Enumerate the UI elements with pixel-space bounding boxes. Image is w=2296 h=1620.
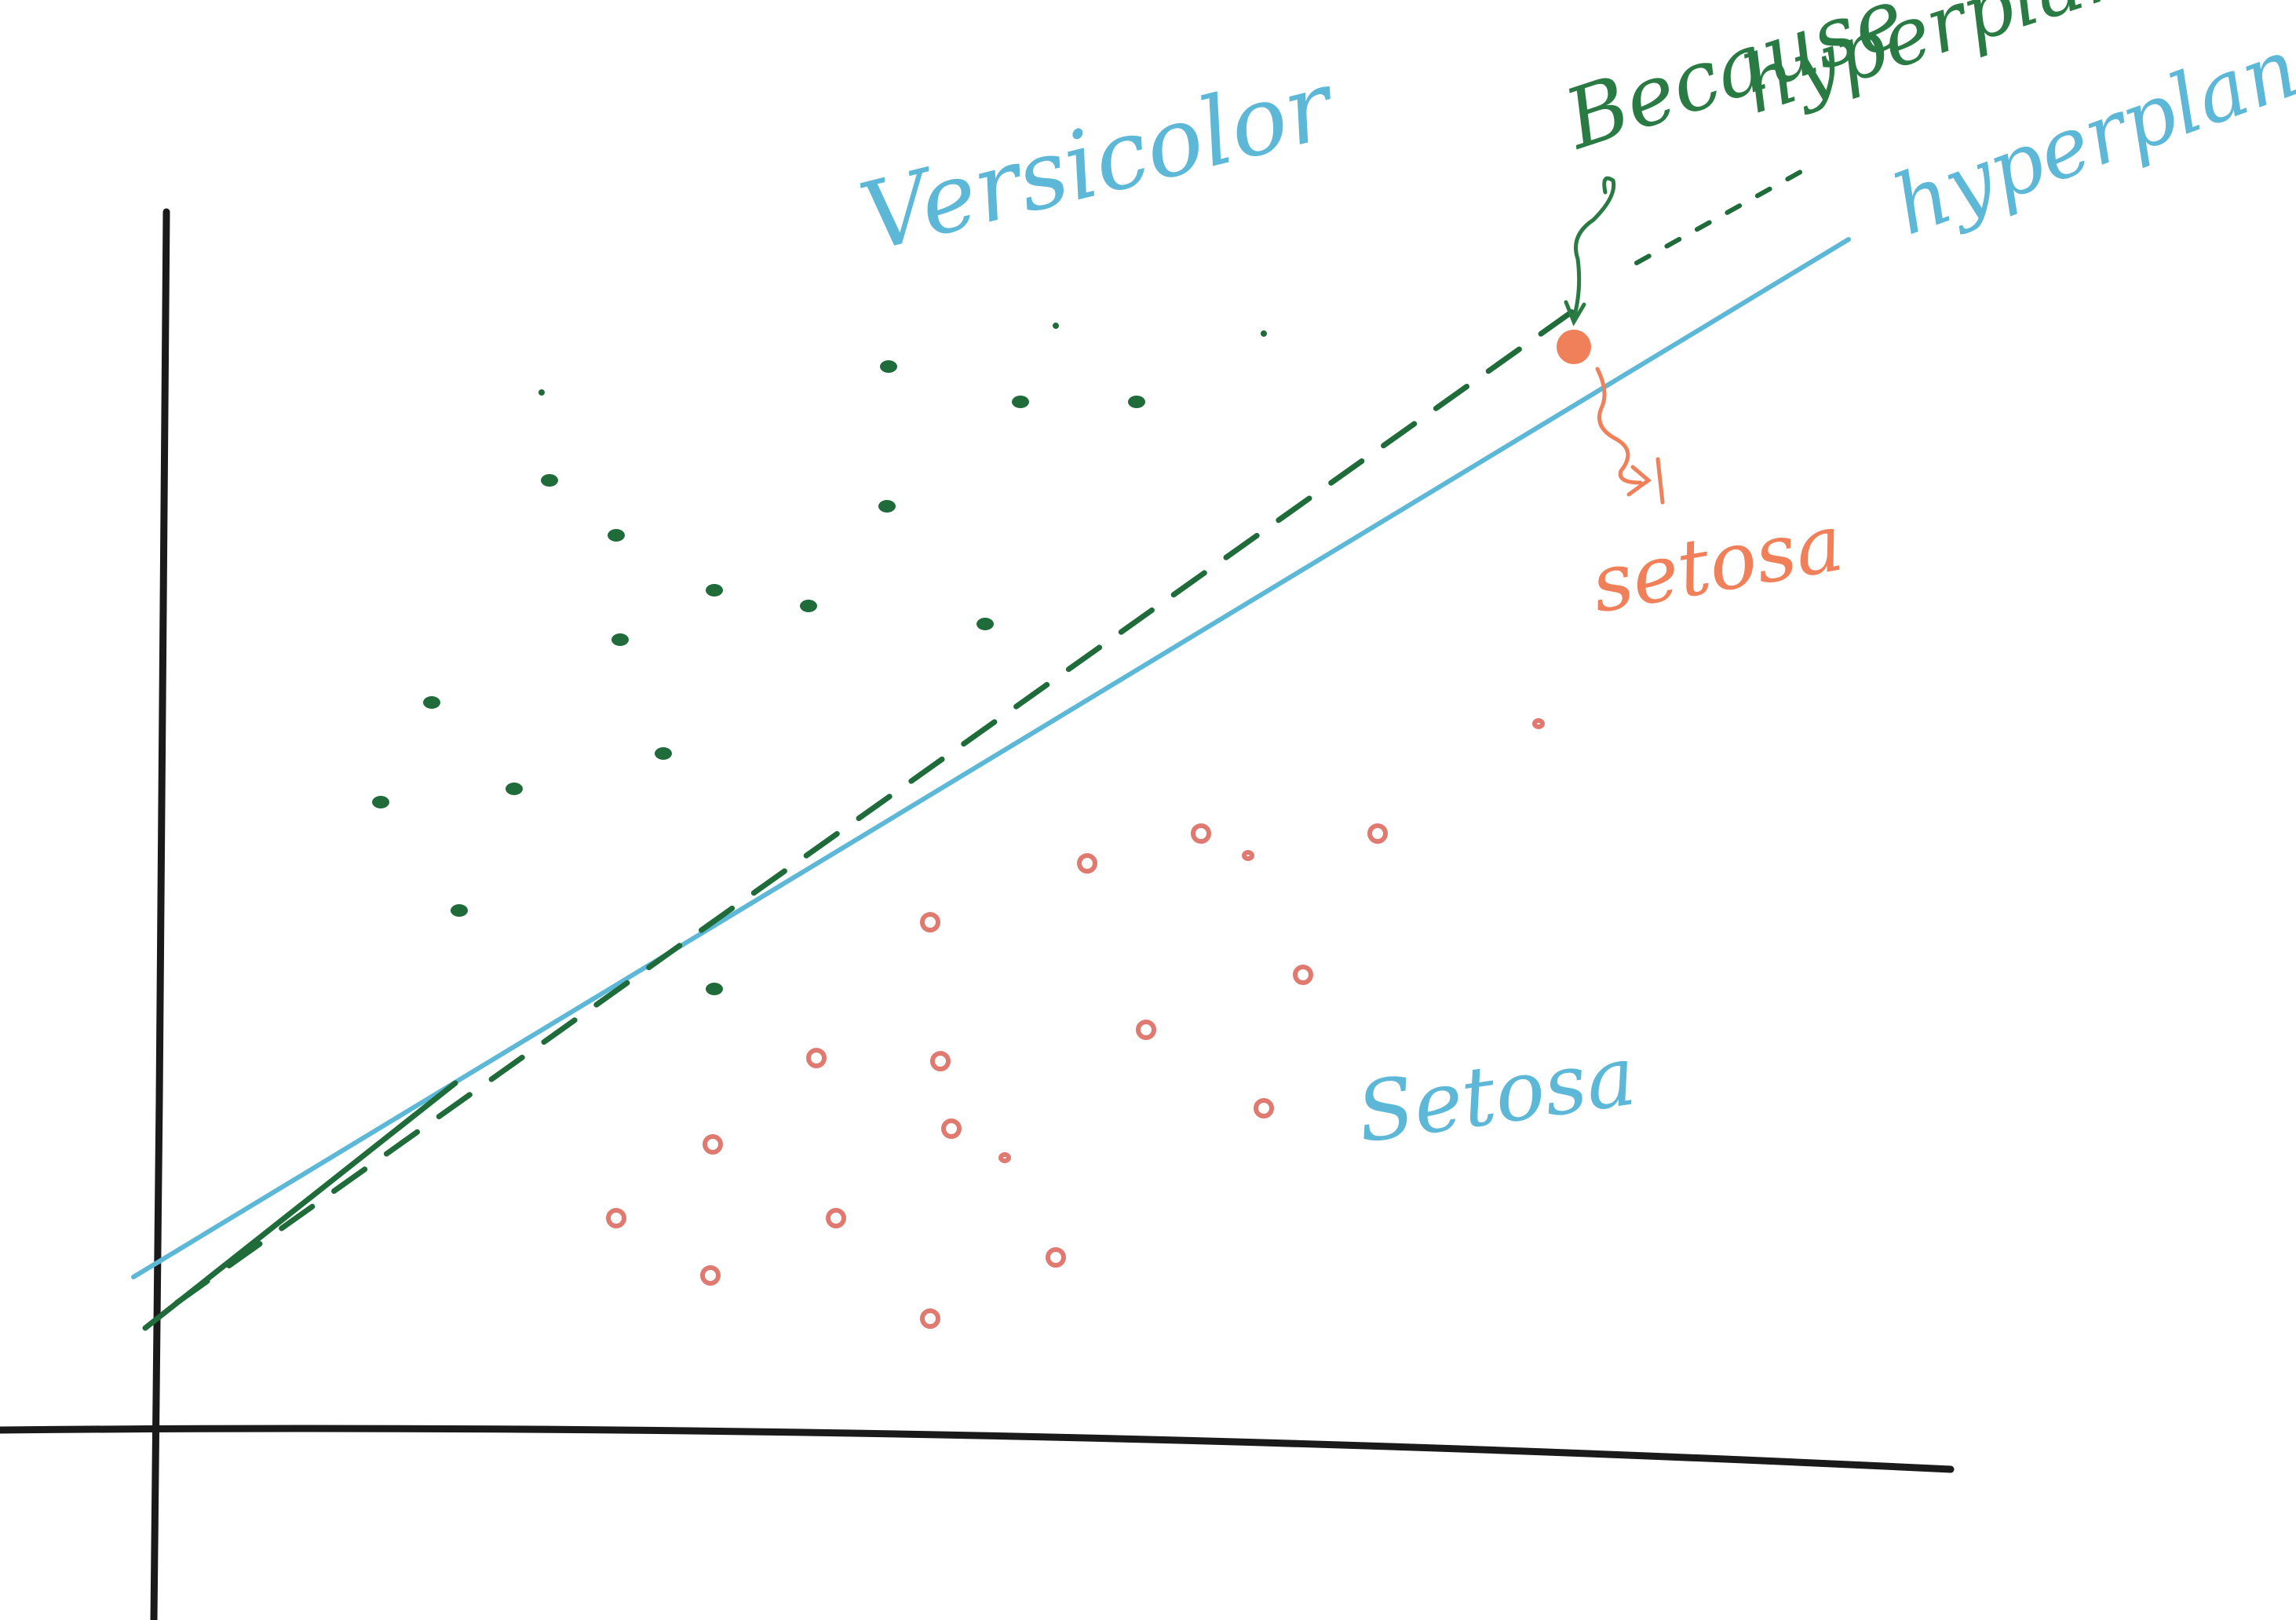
versicolor-point <box>880 360 897 373</box>
versicolor-point <box>706 983 723 995</box>
annotation-arrow-orange <box>1595 367 1643 485</box>
setosa-point <box>826 1208 846 1228</box>
setosa-point-label: setosa <box>1585 497 1849 631</box>
versicolor-point <box>655 747 672 760</box>
versicolor-point <box>1128 396 1145 408</box>
setosa-point <box>1191 823 1211 844</box>
setosa-point <box>1077 853 1097 874</box>
versicolor-point <box>538 389 545 396</box>
versicolor-point <box>541 474 558 487</box>
setosa-point <box>1136 1020 1156 1040</box>
setosa-points <box>606 718 1545 1329</box>
highlighted-setosa-point <box>1557 330 1591 364</box>
setosa-point <box>1367 823 1388 844</box>
setosa-point <box>1242 850 1254 861</box>
versicolor-point <box>372 796 389 808</box>
setosa-point <box>1254 1098 1274 1118</box>
y-axis <box>150 208 170 1620</box>
versicolor-label: Versicolor <box>850 50 1347 273</box>
annotation-arrowhead-orange <box>1626 457 1665 505</box>
hyperplane-line <box>131 237 1851 1279</box>
versicolor-point <box>451 904 468 917</box>
versicolor-point <box>800 600 817 612</box>
setosa-point <box>806 1048 827 1068</box>
versicolor-point <box>1012 396 1029 408</box>
margin-solid-segment <box>142 1080 458 1331</box>
versicolor-point <box>423 696 440 709</box>
setosa-point <box>700 1265 721 1286</box>
setosa-point <box>606 1208 626 1228</box>
versicolor-point <box>608 529 625 542</box>
versicolor-point <box>706 584 723 597</box>
setosa-point <box>920 1308 940 1329</box>
versicolor-point <box>878 500 896 513</box>
setosa-point <box>1046 1247 1066 1268</box>
setosa-region-label: Setosa <box>1352 1027 1641 1161</box>
margin-dotted-extension <box>1634 162 1816 265</box>
versicolor-point <box>506 783 523 795</box>
annotation-arrowhead-green <box>1564 300 1586 327</box>
setosa-point <box>920 912 940 932</box>
versicolor-point <box>976 618 994 630</box>
versicolor-point <box>1261 330 1267 337</box>
setosa-point <box>703 1134 723 1155</box>
setosa-point <box>1532 718 1545 729</box>
annotation-arrow-green <box>1571 176 1616 320</box>
setosa-point <box>930 1051 951 1071</box>
versicolor-point <box>1053 323 1059 329</box>
versicolor-points <box>372 323 1267 995</box>
setosa-point <box>998 1152 1011 1163</box>
setosa-point <box>941 1118 962 1139</box>
x-axis <box>0 1425 1955 1473</box>
setosa-point <box>1293 965 1313 985</box>
versicolor-point <box>611 633 629 646</box>
margin-dashed-line <box>173 305 1581 1306</box>
